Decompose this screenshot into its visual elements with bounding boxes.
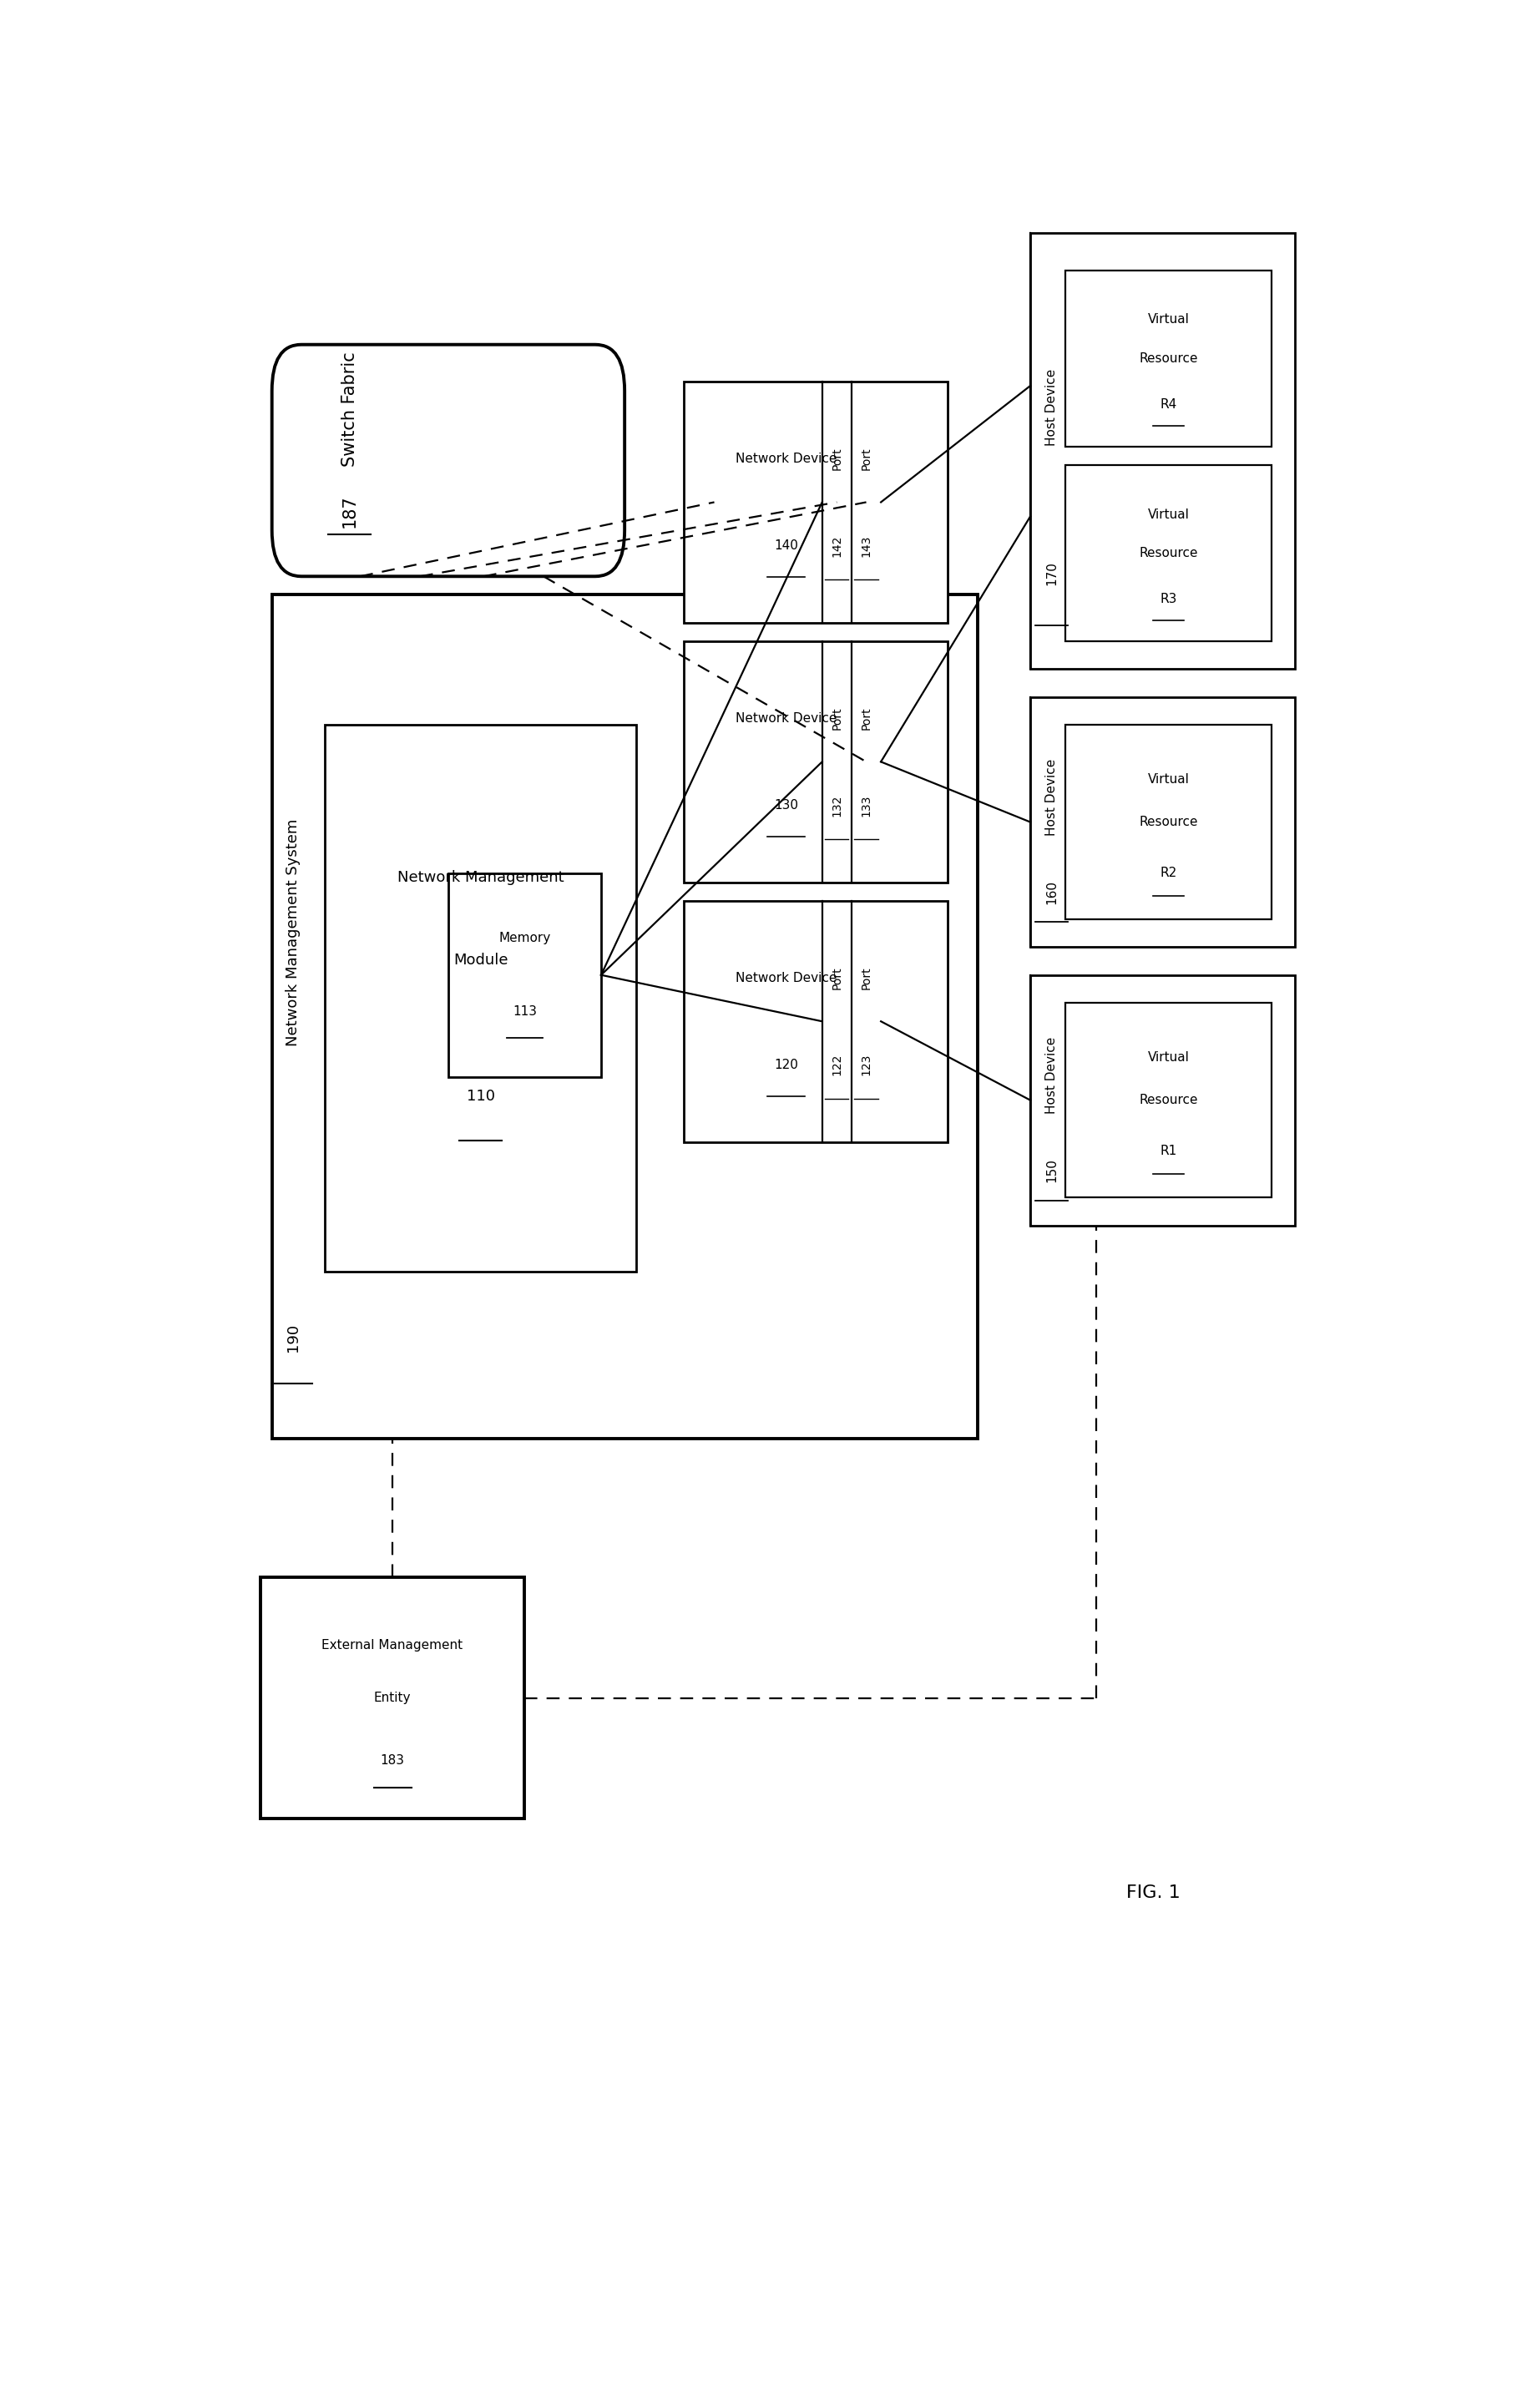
Text: Virtual: Virtual <box>1147 313 1189 325</box>
Text: 133: 133 <box>860 795 872 816</box>
Bar <box>1065 1002 1271 1197</box>
Text: External Management: External Management <box>322 1640 463 1652</box>
Bar <box>1065 725 1271 920</box>
Bar <box>325 725 637 1271</box>
Text: Virtual: Virtual <box>1147 773 1189 785</box>
Text: 142: 142 <box>831 535 842 556</box>
FancyBboxPatch shape <box>272 344 625 576</box>
Bar <box>683 380 948 624</box>
Bar <box>1030 234 1296 669</box>
Text: Port: Port <box>831 448 842 470</box>
Text: R4: R4 <box>1161 397 1177 409</box>
Text: 120: 120 <box>774 1060 798 1072</box>
Bar <box>261 1577 525 1818</box>
Text: 122: 122 <box>831 1055 842 1076</box>
Text: Module: Module <box>454 954 508 968</box>
Text: 170: 170 <box>1045 561 1057 585</box>
Text: Host Device: Host Device <box>1045 368 1057 445</box>
Text: Resource: Resource <box>1139 352 1198 364</box>
Text: Entity: Entity <box>373 1693 411 1705</box>
Text: FIG. 1: FIG. 1 <box>1127 1885 1180 1902</box>
Text: Host Device: Host Device <box>1045 759 1057 836</box>
Text: Port: Port <box>860 708 872 730</box>
Text: R3: R3 <box>1161 592 1177 604</box>
Text: 132: 132 <box>831 795 842 816</box>
Text: 160: 160 <box>1045 879 1057 905</box>
Text: Virtual: Virtual <box>1147 508 1189 520</box>
Text: Port: Port <box>831 708 842 730</box>
Text: 187: 187 <box>341 496 358 527</box>
Text: Host Device: Host Device <box>1045 1035 1057 1112</box>
Text: 140: 140 <box>774 539 798 551</box>
Text: Network Device: Network Device <box>736 453 837 465</box>
Bar <box>683 901 948 1141</box>
Text: R1: R1 <box>1161 1144 1177 1156</box>
Bar <box>449 874 601 1076</box>
Text: Network Management: Network Management <box>397 869 564 886</box>
Text: Resource: Resource <box>1139 816 1198 828</box>
Bar <box>272 595 977 1438</box>
Bar <box>1030 696 1296 946</box>
Text: 123: 123 <box>860 1055 872 1076</box>
Text: Resource: Resource <box>1139 1093 1198 1105</box>
Bar <box>1030 975 1296 1226</box>
Text: Virtual: Virtual <box>1147 1050 1189 1064</box>
Text: 190: 190 <box>285 1322 300 1351</box>
Text: 110: 110 <box>466 1088 495 1105</box>
Text: Resource: Resource <box>1139 547 1198 559</box>
Bar <box>1065 270 1271 445</box>
Text: Network Management System: Network Management System <box>285 819 300 1045</box>
Text: Port: Port <box>831 966 842 990</box>
Text: 150: 150 <box>1045 1158 1057 1182</box>
Text: Network Device: Network Device <box>736 713 837 725</box>
Text: R2: R2 <box>1161 867 1177 879</box>
Text: Switch Fabric: Switch Fabric <box>341 352 358 467</box>
Text: Port: Port <box>860 966 872 990</box>
Text: Network Device: Network Device <box>736 973 837 985</box>
Text: 113: 113 <box>513 1007 537 1019</box>
Bar <box>683 641 948 881</box>
Text: Memory: Memory <box>499 932 551 944</box>
Text: 143: 143 <box>860 535 872 556</box>
Text: 130: 130 <box>774 799 798 811</box>
Text: 183: 183 <box>381 1755 405 1767</box>
Bar <box>1065 465 1271 641</box>
Text: Port: Port <box>860 448 872 470</box>
